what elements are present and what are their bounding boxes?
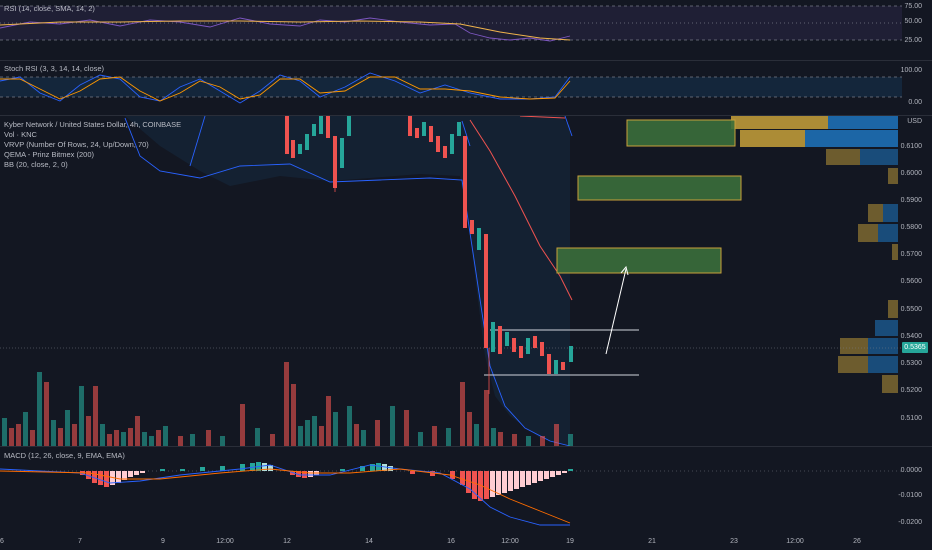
time-axis-label: 23 [730, 538, 738, 545]
stoch-rsi-legend: Stoch RSI (3, 3, 14, 14, close) [4, 64, 105, 73]
price-axis-label: 0.5400 [900, 333, 922, 340]
time-axis[interactable]: 6 7 9 12:00 12 14 16 12:00 19 21 23 12:0… [0, 535, 932, 550]
price-pane[interactable]: Kyber Network / United States Dollar, 4h… [0, 116, 932, 446]
rsi-pane[interactable]: RSI (14, close, SMA, 14, 2) 75.00 50.00 … [0, 0, 932, 60]
time-axis-label: 9 [161, 538, 165, 545]
time-axis-label: 12:00 [786, 538, 804, 545]
last-price-tag: 0.5365 [902, 342, 928, 353]
main-legend-vrvp: VRVP (Number Of Rows, 24, Up/Down, 70) [4, 140, 149, 149]
rsi-plot [0, 5, 902, 42]
main-legend-title: Kyber Network / United States Dollar, 4h… [4, 120, 182, 129]
macd-axis-label: -0.0200 [898, 519, 922, 526]
rsi-axis-75: 75.00 [904, 3, 922, 10]
volume-bars [2, 362, 573, 446]
macd-pane[interactable]: MACD (12, 26, close, 9, EMA, EMA) 0.0000… [0, 447, 932, 535]
price-axis-label: 0.6100 [900, 143, 922, 150]
target-zone-middle [577, 175, 742, 201]
target-zone-lower [556, 247, 722, 274]
price-axis-label: 0.5100 [900, 415, 922, 422]
time-axis-label: 6 [0, 538, 4, 545]
time-axis-label: 7 [78, 538, 82, 545]
macd-histogram [80, 462, 573, 501]
price-plot [0, 116, 902, 446]
time-axis-label: 26 [853, 538, 861, 545]
rsi-axis-50: 50.00 [904, 18, 922, 25]
stoch-axis-100: 100.00 [900, 67, 922, 74]
time-axis-label: 12 [283, 538, 291, 545]
price-axis-label: 0.5300 [900, 360, 922, 367]
macd-plot [0, 462, 902, 526]
main-legend-bb: BB (20, close, 2, 0) [4, 160, 68, 169]
macd-axis-label: 0.0000 [900, 467, 922, 474]
price-axis-currency: USD [907, 118, 922, 125]
rsi-axis-25: 25.00 [904, 37, 922, 44]
price-axis-label: 0.5800 [900, 224, 922, 231]
time-axis-label: 19 [566, 538, 574, 545]
rsi-legend: RSI (14, close, SMA, 14, 2) [4, 4, 95, 13]
stoch-axis-0: 0.00 [908, 99, 922, 106]
price-axis-label: 0.5500 [900, 306, 922, 313]
pane-separator[interactable] [0, 115, 932, 116]
price-axis-label: 0.5700 [900, 251, 922, 258]
time-axis-label: 21 [648, 538, 656, 545]
target-zone-upper [626, 119, 736, 147]
time-axis-label: 12:00 [501, 538, 519, 545]
stoch-rsi-plot [0, 72, 902, 104]
candles [285, 116, 573, 394]
time-axis-label: 16 [447, 538, 455, 545]
time-axis-label: 12:00 [216, 538, 234, 545]
volume-profile [731, 116, 898, 393]
main-legend-qema: QEMA - Prinz Bitmex (200) [4, 150, 95, 159]
macd-axis-label: -0.0100 [898, 492, 922, 499]
main-legend-volume: Vol · KNC [4, 130, 37, 139]
price-axis-label: 0.5200 [900, 387, 922, 394]
pane-separator[interactable] [0, 446, 932, 447]
price-axis-label: 0.5900 [900, 197, 922, 204]
price-axis-label: 0.5600 [900, 278, 922, 285]
time-axis-label: 14 [365, 538, 373, 545]
price-axis-label: 0.6000 [900, 170, 922, 177]
pane-separator[interactable] [0, 60, 932, 61]
stoch-rsi-pane[interactable]: Stoch RSI (3, 3, 14, 14, close) 100.00 0… [0, 61, 932, 115]
macd-legend: MACD (12, 26, close, 9, EMA, EMA) [4, 451, 125, 460]
